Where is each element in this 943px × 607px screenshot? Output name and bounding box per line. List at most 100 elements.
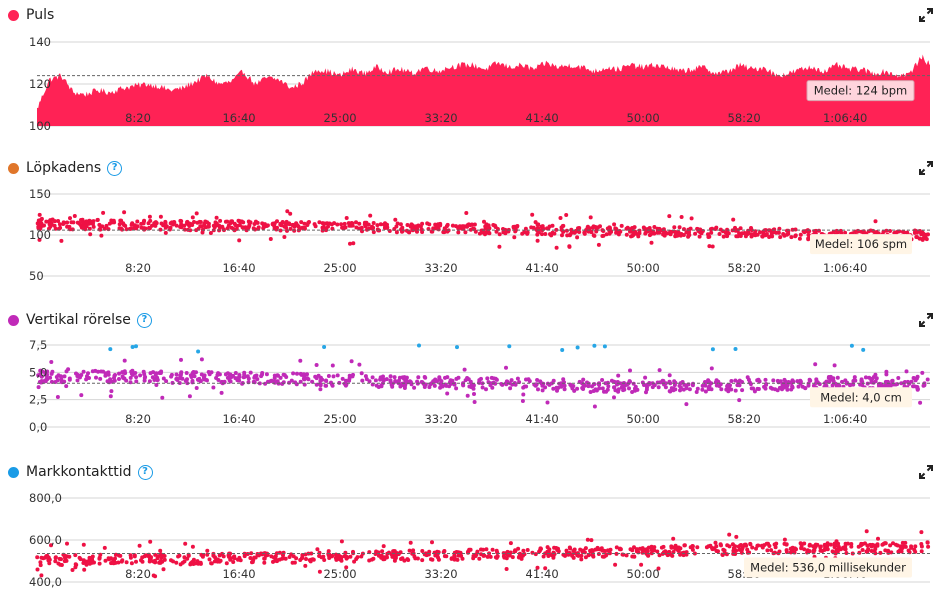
data-point bbox=[657, 553, 662, 558]
expand-icon[interactable] bbox=[919, 313, 933, 327]
data-point bbox=[347, 223, 352, 228]
expand-icon[interactable] bbox=[919, 161, 933, 175]
data-point bbox=[314, 382, 319, 387]
data-point bbox=[636, 234, 641, 239]
data-point bbox=[250, 560, 255, 564]
expand-icon[interactable] bbox=[919, 8, 933, 22]
data-point bbox=[412, 385, 417, 390]
data-point bbox=[228, 379, 233, 384]
data-point bbox=[655, 380, 660, 385]
data-point bbox=[777, 385, 782, 390]
data-point bbox=[44, 219, 49, 224]
data-point bbox=[676, 547, 681, 552]
data-point bbox=[580, 386, 585, 390]
data-point bbox=[340, 225, 345, 230]
data-point bbox=[796, 384, 801, 389]
data-point bbox=[919, 530, 924, 535]
data-point bbox=[39, 573, 44, 578]
data-point bbox=[47, 557, 52, 562]
data-point bbox=[918, 400, 923, 405]
data-point bbox=[733, 388, 738, 393]
data-point bbox=[575, 235, 580, 240]
data-point bbox=[374, 383, 379, 388]
data-point bbox=[107, 557, 112, 562]
data-point bbox=[35, 567, 40, 572]
data-point bbox=[81, 542, 86, 547]
data-point bbox=[295, 371, 299, 376]
y-tick-label: 100 bbox=[29, 119, 51, 133]
data-point bbox=[277, 557, 282, 562]
data-point bbox=[600, 548, 605, 553]
data-point bbox=[324, 379, 329, 383]
data-point bbox=[216, 371, 221, 376]
data-point bbox=[608, 547, 613, 552]
data-point bbox=[55, 378, 60, 383]
data-point bbox=[39, 221, 44, 226]
data-point bbox=[364, 220, 369, 225]
data-point bbox=[700, 387, 705, 392]
data-point bbox=[363, 224, 368, 229]
data-point bbox=[229, 225, 234, 230]
data-point bbox=[824, 544, 829, 548]
data-point bbox=[791, 379, 795, 384]
data-point bbox=[205, 548, 210, 553]
data-point bbox=[884, 228, 889, 233]
x-tick-label: 41:40 bbox=[526, 261, 559, 275]
data-point bbox=[309, 551, 314, 556]
data-point bbox=[915, 374, 920, 379]
help-icon[interactable]: ? bbox=[137, 464, 153, 480]
data-point bbox=[281, 372, 286, 377]
data-point bbox=[784, 232, 789, 237]
data-point bbox=[486, 223, 491, 228]
data-point bbox=[896, 376, 901, 380]
data-point bbox=[682, 543, 687, 548]
data-point bbox=[554, 227, 559, 232]
data-point bbox=[443, 227, 448, 232]
data-point bbox=[505, 549, 510, 554]
data-point bbox=[454, 386, 459, 391]
data-point bbox=[520, 399, 525, 403]
data-point bbox=[922, 233, 927, 238]
data-point bbox=[37, 372, 42, 377]
data-point bbox=[560, 348, 565, 352]
data-point bbox=[290, 560, 295, 565]
help-icon[interactable]: ? bbox=[136, 312, 152, 328]
data-point bbox=[861, 230, 866, 235]
expand-icon[interactable] bbox=[919, 465, 933, 479]
data-point bbox=[251, 226, 256, 231]
data-point bbox=[190, 378, 195, 383]
data-point bbox=[378, 222, 383, 227]
data-point bbox=[554, 245, 559, 250]
data-point bbox=[765, 548, 770, 553]
pulse-panel: 140 120 100 8:20 16:40 25:00 33:20 41:40 50:00 58… bbox=[0, 0, 943, 150]
data-point bbox=[331, 374, 336, 379]
data-point bbox=[214, 557, 219, 562]
data-point bbox=[75, 378, 80, 383]
data-point bbox=[134, 559, 138, 564]
data-point bbox=[919, 544, 924, 549]
data-point bbox=[843, 230, 848, 235]
data-point bbox=[550, 230, 555, 235]
data-point bbox=[195, 559, 200, 564]
data-point bbox=[202, 373, 207, 378]
data-point bbox=[174, 560, 179, 565]
data-point bbox=[450, 223, 455, 228]
vertical-legend-dot bbox=[8, 314, 19, 326]
data-point bbox=[745, 547, 750, 552]
data-point bbox=[657, 368, 662, 373]
data-point bbox=[202, 377, 207, 382]
data-point bbox=[818, 548, 823, 553]
data-point bbox=[194, 211, 199, 216]
data-point bbox=[891, 541, 895, 546]
data-point bbox=[564, 548, 569, 553]
data-point bbox=[322, 345, 327, 349]
data-point bbox=[245, 374, 250, 379]
data-point bbox=[873, 219, 878, 224]
data-point bbox=[394, 230, 399, 235]
help-icon[interactable]: ? bbox=[107, 160, 123, 176]
data-point bbox=[598, 224, 602, 229]
data-point bbox=[55, 395, 60, 399]
data-point bbox=[427, 222, 432, 227]
data-point bbox=[667, 373, 672, 378]
data-point bbox=[667, 389, 672, 394]
